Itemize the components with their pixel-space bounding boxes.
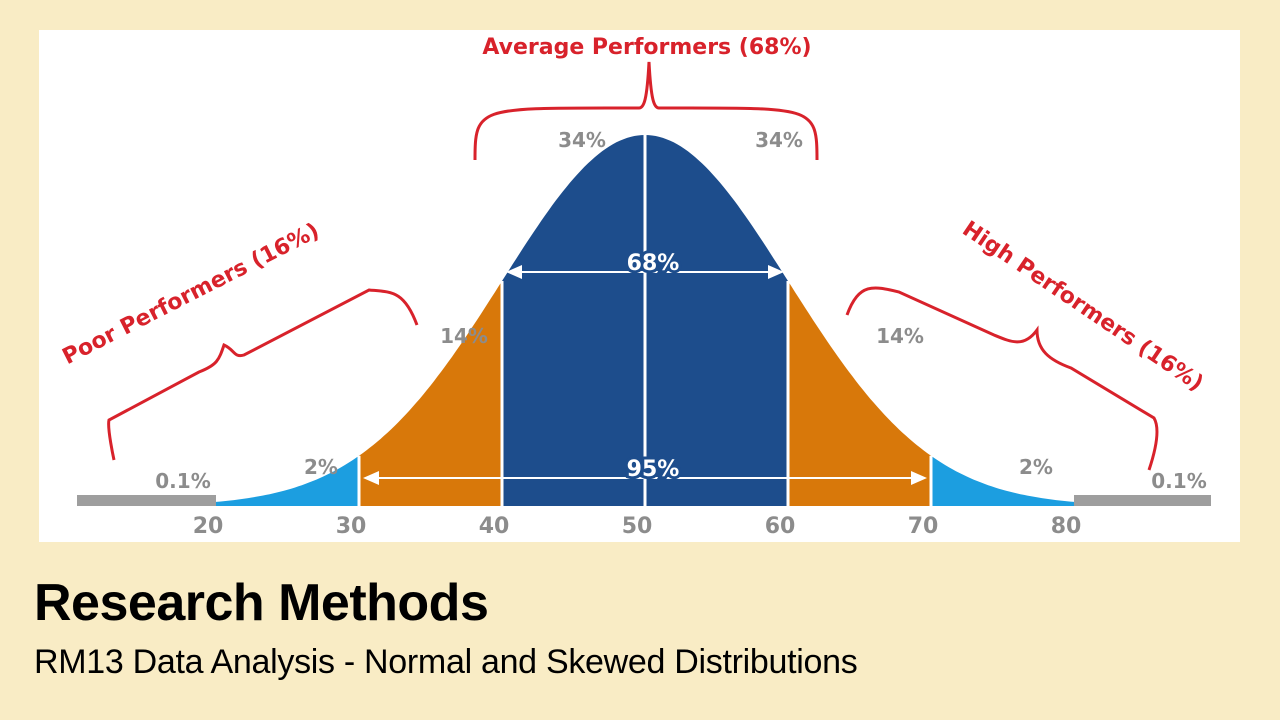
x-tick-label: 30 [336,514,367,539]
bracket-high-performers [845,286,1159,471]
span-label-68%: 68% [627,251,680,276]
band-label-center-right: 34% [755,128,803,152]
normal-distribution-chart: 68% 95% 0.1% 2% 14% 34% 34% 14% 2% 0.1% 20 30 40 50 60… [59,35,1211,539]
chart-panel: 68% 95% 0.1% 2% 14% 34% 34% 14% 2% 0.1% 20 30 40 50 60… [39,30,1240,542]
band-tail-left [77,495,216,506]
band-tail-right [1074,495,1211,506]
x-tick-label: 70 [908,514,939,539]
bracket-average-performers [473,61,819,161]
band-label-outer-right: 2% [1019,455,1053,479]
band-label-tail-left: 0.1% [155,469,210,493]
band-label-tail-right: 0.1% [1151,469,1206,493]
band-label-mid-left: 14% [440,324,488,348]
band-center-right [645,135,788,506]
x-tick-label: 80 [1051,514,1082,539]
band-mid-right [788,281,931,506]
span-arrow-head-left [506,265,522,279]
x-tick-label: 20 [193,514,224,539]
bracket-poor-performers [107,288,419,461]
annotation-high-performers: High Performers (16%) [958,217,1208,397]
band-outer-right [931,455,1074,506]
page-title: Research Methods [34,574,489,632]
span-arrow-head-right [768,265,784,279]
band-label-outer-left: 2% [304,455,338,479]
span-label-95%: 95% [627,457,680,482]
x-tick-label: 40 [479,514,510,539]
band-mid-left [359,281,502,506]
x-tick-label: 60 [765,514,796,539]
page-subtitle: RM13 Data Analysis - Normal and Skewed D… [34,643,858,681]
band-center-left [502,135,645,506]
x-tick-label: 50 [622,514,653,539]
annotation-average-performers: Average Performers (68%) [482,35,811,60]
span-arrow-head-left [363,471,379,485]
band-outer-left [216,455,359,506]
band-label-mid-right: 14% [876,324,924,348]
band-label-center-left: 34% [558,128,606,152]
span-arrow-head-right [911,471,927,485]
annotation-poor-performers: Poor Performers (16%) [59,218,324,369]
